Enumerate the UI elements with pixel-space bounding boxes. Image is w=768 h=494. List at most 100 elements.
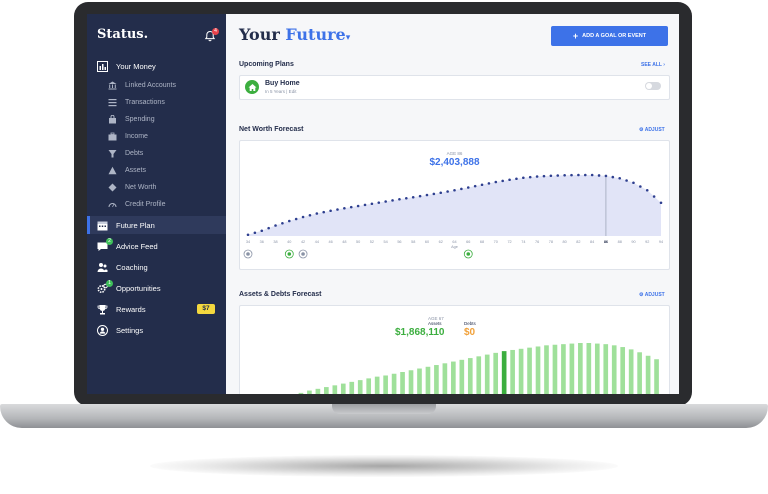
- asset-bar: [357, 380, 363, 394]
- asset-bar: [620, 347, 626, 394]
- rewards-badge: $7: [197, 304, 215, 314]
- data-point: [288, 219, 291, 223]
- data-point: [556, 174, 560, 177]
- add-goal-label: ADD A GOAL OR EVENT: [582, 33, 647, 39]
- x-tick-label: 94: [659, 240, 663, 244]
- bell-icon[interactable]: [204, 30, 216, 42]
- sidebar-item-rewards[interactable]: Rewards $7: [87, 300, 226, 318]
- data-point: [294, 217, 298, 221]
- net-worth-title: Net Worth Forecast: [239, 126, 304, 133]
- x-tick-label: 50: [356, 240, 360, 244]
- sidebar-item-assets[interactable]: Assets: [87, 162, 226, 178]
- sidebar-item-debts[interactable]: Debts: [87, 145, 226, 161]
- data-point: [363, 203, 367, 207]
- sidebar: Status. 4 Your Money Linked Accounts Tra…: [87, 14, 226, 394]
- calendar-icon: [97, 220, 108, 231]
- laptop-shadow: [150, 455, 618, 477]
- data-point: [301, 215, 305, 219]
- sidebar-sub-label: Spending: [125, 115, 155, 123]
- data-point: [343, 206, 346, 210]
- asset-bar: [628, 349, 634, 394]
- sidebar-item-label: Future Plan: [116, 220, 155, 230]
- x-tick-label: 82: [576, 240, 580, 244]
- add-goal-button[interactable]: + ADD A GOAL OR EVENT: [551, 26, 668, 46]
- asset-bar: [527, 347, 532, 394]
- sidebar-item-credit-profile[interactable]: Credit Profile: [87, 196, 226, 212]
- asset-bar: [544, 345, 549, 394]
- plan-name: Buy Home: [265, 80, 300, 87]
- data-point: [659, 201, 663, 205]
- plan-card[interactable]: Buy Home In 5 Years | Edit: [239, 75, 670, 100]
- page-title[interactable]: Your Future▾: [239, 25, 350, 44]
- sidebar-item-settings[interactable]: Settings: [87, 321, 226, 339]
- data-point: [439, 191, 443, 195]
- sidebar-item-label: Rewards: [116, 304, 146, 314]
- asset-bar: [315, 388, 321, 394]
- data-point: [453, 188, 456, 192]
- x-tick-label: 36: [260, 240, 264, 244]
- sidebar-item-income[interactable]: Income: [87, 128, 226, 144]
- asset-bar: [332, 385, 338, 394]
- sidebar-item-future-plan[interactable]: Future Plan: [87, 216, 226, 234]
- asset-bar: [561, 344, 566, 394]
- adjust-label: ADJUST: [644, 292, 665, 298]
- assets-debts-adjust-link[interactable]: ⚙ ADJUST: [639, 292, 665, 298]
- laptop-notch: [332, 404, 436, 414]
- advice-badge: 2: [106, 238, 113, 245]
- x-tick-label: 34: [246, 240, 250, 244]
- plan-meta[interactable]: In 5 Years | Edit: [265, 89, 297, 94]
- data-point: [639, 185, 642, 188]
- asset-bar: [586, 343, 592, 394]
- asset-bar: [298, 392, 304, 394]
- data-point: [604, 174, 608, 178]
- sidebar-item-opportunities[interactable]: 1 Opportunities: [87, 279, 226, 297]
- asset-bar: [366, 378, 372, 394]
- net-worth-age-label: AGE 86: [446, 151, 463, 156]
- sidebar-item-your-money[interactable]: Your Money: [87, 57, 226, 75]
- x-tick-label: 92: [645, 240, 649, 244]
- upcoming-plans-title: Upcoming Plans: [239, 61, 294, 68]
- sidebar-item-spending[interactable]: Spending: [87, 111, 226, 127]
- sidebar-item-coaching[interactable]: Coaching: [87, 258, 226, 276]
- sidebar-item-linked-accounts[interactable]: Linked Accounts: [87, 77, 226, 93]
- data-point: [528, 175, 532, 179]
- asset-bar: [493, 352, 499, 394]
- title-accent: Future: [285, 25, 346, 44]
- x-tick-label: 68: [480, 240, 484, 244]
- plan-toggle[interactable]: [645, 82, 661, 90]
- sidebar-item-transactions[interactable]: Transactions: [87, 94, 226, 110]
- assets-debts-chart[interactable]: [240, 306, 669, 394]
- x-tick-label: 52: [370, 240, 374, 244]
- sidebar-item-advice-feed[interactable]: 2 Advice Feed: [87, 237, 226, 255]
- data-point: [577, 173, 580, 177]
- net-worth-adjust-link[interactable]: ⚙ ADJUST: [639, 127, 665, 133]
- data-point: [645, 188, 649, 192]
- data-point: [274, 224, 277, 227]
- sidebar-sub-label: Net Worth: [125, 183, 157, 191]
- x-tick-label: 90: [631, 240, 635, 244]
- x-tick-label: 60: [425, 240, 429, 244]
- chevron-down-icon[interactable]: ▾: [345, 33, 351, 43]
- asset-bar: [637, 352, 642, 394]
- asset-bar: [459, 359, 465, 394]
- asset-bar: [349, 381, 355, 394]
- bank-icon: [108, 81, 117, 90]
- asset-bar: [654, 359, 659, 394]
- notification-badge: 4: [212, 28, 219, 35]
- x-tick-label: 38: [273, 240, 277, 244]
- asset-bar: [425, 366, 431, 394]
- data-point: [432, 192, 436, 196]
- data-point: [549, 174, 553, 178]
- sidebar-item-net-worth[interactable]: Net Worth: [87, 179, 226, 195]
- app-logo[interactable]: Status.: [97, 27, 149, 42]
- x-tick-label: 78: [549, 240, 553, 244]
- net-worth-chart[interactable]: 34 36 38 40 42 44 46 48 50 52 54 56 58 60 62 64 66 68 70 72…: [240, 141, 669, 269]
- data-point: [418, 194, 422, 198]
- see-all-link[interactable]: SEE ALL ›: [641, 62, 665, 68]
- x-tick-label: 44: [315, 240, 319, 244]
- funnel-icon: [108, 149, 117, 158]
- asset-bar: [434, 365, 439, 394]
- bag-icon: [108, 114, 117, 124]
- data-point: [590, 173, 594, 177]
- data-point: [494, 180, 498, 184]
